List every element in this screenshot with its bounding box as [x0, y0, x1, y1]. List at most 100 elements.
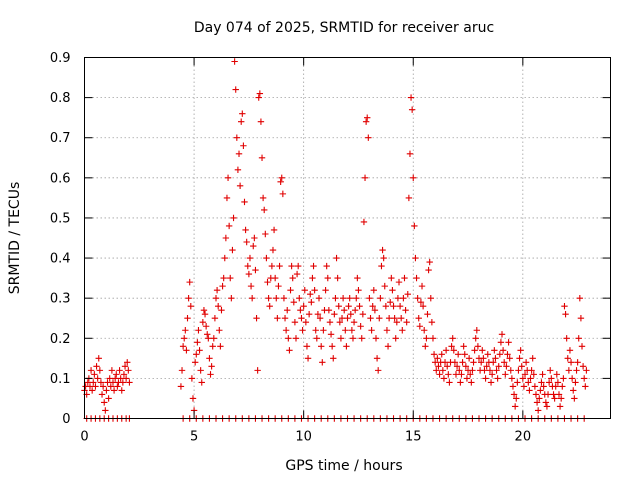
- data-point: [285, 335, 292, 342]
- y-tick-label: 0.3: [50, 292, 71, 307]
- y-tick-label: 0.2: [50, 332, 71, 347]
- data-point: [578, 343, 586, 350]
- data-point: [509, 383, 517, 390]
- data-point: [265, 294, 272, 302]
- data-point: [351, 307, 359, 314]
- data-point: [274, 315, 281, 322]
- data-point: [202, 323, 210, 330]
- data-point: [236, 182, 244, 190]
- data-point: [576, 294, 584, 302]
- data-point: [410, 174, 417, 182]
- data-point: [284, 307, 291, 314]
- data-point: [293, 270, 301, 278]
- data-point: [91, 371, 98, 378]
- data-point: [197, 367, 204, 374]
- data-point: [456, 367, 463, 374]
- data-point: [418, 282, 426, 290]
- data-point: [385, 315, 393, 322]
- data-point: [315, 294, 323, 302]
- data-point: [96, 367, 104, 374]
- data-point: [441, 359, 449, 366]
- data-point: [579, 363, 587, 370]
- data-point: [336, 319, 344, 326]
- data-point: [255, 94, 262, 101]
- data-point: [206, 355, 213, 362]
- data-point: [438, 351, 445, 358]
- data-point: [422, 343, 429, 350]
- data-point: [262, 230, 269, 238]
- data-point: [518, 363, 525, 370]
- data-point: [114, 383, 121, 390]
- data-point: [294, 262, 302, 270]
- data-point: [529, 355, 536, 362]
- data-point: [428, 319, 436, 326]
- data-point: [107, 383, 114, 390]
- data-point: [394, 294, 402, 302]
- data-point: [222, 234, 230, 242]
- data-point: [473, 327, 481, 334]
- data-point: [229, 246, 236, 254]
- data-point: [461, 351, 468, 358]
- data-point: [503, 363, 510, 370]
- data-point: [577, 315, 585, 322]
- data-point: [551, 395, 558, 402]
- data-point: [240, 142, 247, 149]
- data-point: [547, 367, 554, 374]
- data-point: [550, 391, 557, 398]
- data-point: [125, 367, 132, 374]
- data-point: [381, 282, 388, 290]
- data-point: [521, 371, 529, 378]
- data-point: [369, 302, 376, 310]
- data-point: [273, 294, 280, 302]
- data-point: [468, 379, 475, 386]
- data-point: [470, 359, 477, 366]
- data-point: [408, 106, 416, 113]
- data-point: [359, 311, 367, 318]
- data-point: [281, 315, 289, 322]
- data-point: [233, 134, 241, 141]
- data-point: [88, 387, 96, 394]
- data-point: [488, 371, 496, 378]
- data-point: [314, 311, 322, 318]
- data-point: [349, 335, 357, 342]
- x-tick-label: 15: [405, 430, 422, 445]
- grid-lines: [84, 57, 611, 419]
- data-point: [449, 335, 456, 342]
- data-point: [327, 331, 335, 338]
- data-point: [210, 335, 218, 342]
- data-point: [319, 359, 326, 366]
- data-point: [519, 375, 527, 382]
- data-point: [105, 395, 112, 402]
- data-point: [250, 242, 257, 250]
- data-point: [480, 355, 487, 362]
- data-point: [207, 371, 214, 378]
- data-point: [116, 367, 123, 374]
- data-point: [97, 379, 105, 386]
- data-point: [423, 335, 430, 342]
- data-point: [291, 319, 299, 326]
- data-point: [259, 194, 267, 202]
- data-point: [268, 262, 276, 270]
- data-point: [402, 307, 409, 314]
- data-point: [491, 347, 498, 354]
- data-point: [522, 359, 530, 366]
- data-point: [221, 254, 228, 262]
- data-point: [444, 363, 451, 370]
- data-point: [499, 347, 507, 354]
- plot-frame: [84, 57, 611, 419]
- data-point: [193, 351, 200, 358]
- data-point: [234, 166, 242, 174]
- data-point: [277, 178, 284, 186]
- data-point: [289, 274, 296, 282]
- data-point: [214, 302, 222, 310]
- data-point: [195, 327, 202, 334]
- data-point: [217, 343, 224, 350]
- data-point: [200, 307, 208, 314]
- data-point: [90, 379, 97, 386]
- data-point: [244, 262, 251, 270]
- data-point: [400, 294, 407, 302]
- data-point: [495, 363, 502, 370]
- data-point: [494, 375, 501, 382]
- data-point: [448, 343, 455, 350]
- data-point: [118, 387, 125, 394]
